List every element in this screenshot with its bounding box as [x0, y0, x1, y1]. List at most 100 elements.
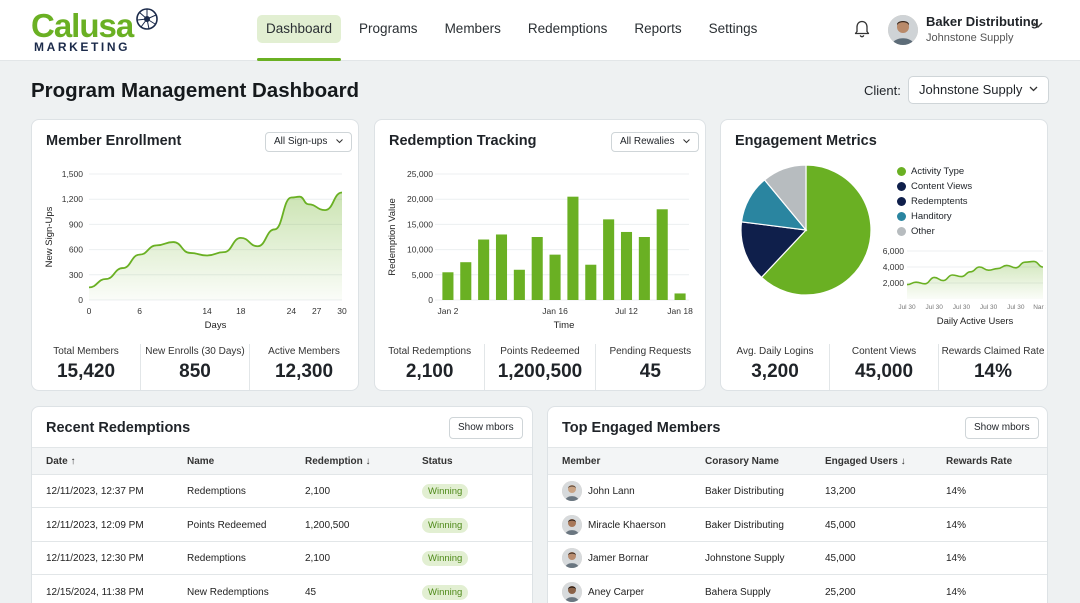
- legend-swatch: [897, 212, 906, 221]
- name-cell: Points Redeemed: [187, 519, 267, 531]
- column-header-date[interactable]: Date ↑: [46, 456, 76, 467]
- redemption-filter-dropdown[interactable]: All Rewalies: [611, 132, 700, 152]
- table-row[interactable]: 12/15/2024, 11:38 PM New Redemptions 45 Win…: [32, 576, 532, 603]
- y-tick-label: 300: [69, 270, 83, 280]
- table-row[interactable]: 12/11/2023, 12:30 PM Redemptions 2,100 Winn…: [32, 542, 532, 575]
- bar: [531, 237, 543, 300]
- nav-tab-programs[interactable]: Programs: [359, 21, 418, 36]
- page-title: Program Management Dashboard: [31, 79, 360, 102]
- stat-value: 14%: [973, 361, 1013, 382]
- legend-item: Other: [897, 224, 972, 239]
- show-more-button[interactable]: Show mbors: [449, 417, 523, 439]
- dropdown-value: All Rewalies: [620, 136, 675, 147]
- x-tick-label: 18: [236, 306, 246, 316]
- column-header-company-name[interactable]: Corasory Name: [705, 456, 779, 467]
- nav-tab-redemptions[interactable]: Redemptions: [527, 21, 608, 36]
- redemption-cell: 1,200,500: [305, 519, 350, 531]
- bar: [603, 219, 615, 300]
- user-menu[interactable]: Baker Distributing Johnstone Supply: [888, 14, 1058, 48]
- legend-label: Content Views: [911, 181, 973, 192]
- table-header: Date ↑ Name Redemption ↓ Status: [32, 447, 532, 475]
- stat-value: 3,200: [751, 361, 799, 382]
- series-line: [88, 191, 343, 289]
- redemption-stats: Total Redemptions 2,100 Points Redeemed 1,…: [375, 344, 705, 390]
- y-tick-label: 5,000: [412, 270, 434, 280]
- x-tick-label: Jul 30: [898, 304, 916, 311]
- table-header: Member Corasory Name Engaged Users ↓ Rew…: [548, 447, 1047, 475]
- nav-tab-members[interactable]: Members: [444, 21, 501, 36]
- engaged-users-cell: 45,000: [825, 519, 856, 531]
- legend-label: Handitory: [911, 211, 952, 222]
- y-tick-label: 15,000: [407, 219, 433, 229]
- bar: [567, 196, 579, 300]
- stat-value: 12,300: [274, 361, 334, 382]
- bar: [638, 237, 650, 300]
- nav-tab-reports[interactable]: Reports: [634, 21, 682, 36]
- table-row[interactable]: Aney Carper Bahera Supply 25,200 14%: [548, 576, 1047, 603]
- company-name-cell: Baker Distributing: [705, 519, 784, 531]
- redemption-bar-chart: 0 5,000 10,000 15,000 20,000 25,000 Jan 2 Jan 1…: [387, 169, 693, 331]
- y-tick-label: 20,000: [407, 194, 433, 204]
- enrollment-filter-dropdown[interactable]: All Sign-ups: [265, 132, 353, 152]
- stat-value: 2,100: [405, 361, 454, 382]
- legend-item: Handitory: [897, 209, 972, 224]
- stat-total-redemptions: Total Redemptions 2,100: [375, 344, 486, 390]
- engagement-stats: Avg. Daily Logins 3,200 Content Views 45,0…: [721, 344, 1047, 390]
- member-enrollment-card: Member Enrollment All Sign-ups 0 300 600 90…: [31, 119, 359, 391]
- chevron-down-icon: [336, 139, 344, 144]
- stat-value: 45,000: [854, 361, 914, 382]
- logo-word: Calusa: [31, 7, 134, 44]
- column-header-member[interactable]: Member: [562, 456, 601, 467]
- member-name-cell: Miracle Khaerson: [588, 519, 666, 531]
- nav-tab-dashboard[interactable]: Dashboard: [257, 15, 342, 61]
- legend-item: Redemptents: [897, 194, 972, 209]
- company-name-cell: Baker Distributing: [705, 486, 784, 497]
- x-tick-label: 30: [337, 306, 347, 316]
- x-axis-label: Days: [205, 320, 227, 331]
- calusa-logo[interactable]: Calusa MARKETING: [31, 8, 161, 54]
- top-navigation-bar: Calusa MARKETING Dashboard Programs Memb…: [0, 0, 1080, 61]
- y-tick-label: 6,000: [883, 246, 905, 256]
- legend-item: Content Views: [897, 179, 972, 194]
- pie-legend: Activity Type Content Views Redemptents …: [897, 164, 972, 239]
- enrollment-stats: Total Members 15,420 New Enrolls (30 Days…: [32, 344, 358, 390]
- legend-item: Activity Type: [897, 164, 972, 179]
- date-cell: 12/11/2023, 12:09 PM: [46, 519, 144, 531]
- card-title: Redemption Tracking: [389, 133, 537, 149]
- table-row[interactable]: John Lann Baker Distributing 13,200 14%: [548, 475, 1047, 508]
- legend-swatch: [897, 227, 906, 236]
- name-cell: Redemptions: [187, 486, 246, 497]
- series-line: [906, 260, 1044, 286]
- nav-tab-settings[interactable]: Settings: [708, 21, 758, 36]
- column-header-engaged-users[interactable]: Engaged Users ↓: [825, 456, 906, 467]
- x-tick-label: Jan 16: [542, 306, 568, 316]
- column-header-status[interactable]: Status: [422, 456, 453, 467]
- bell-icon[interactable]: [852, 19, 872, 39]
- column-header-redemption[interactable]: Redemption ↓: [305, 456, 371, 467]
- stat-label: Content Views: [851, 346, 917, 357]
- table-row[interactable]: Jamer Bornar Johnstone Supply 45,000 14%: [548, 542, 1047, 575]
- stat-label: Pending Requests: [609, 346, 692, 357]
- legend-swatch: [897, 182, 906, 191]
- table-row[interactable]: Miracle Khaerson Baker Distributing 45,000…: [548, 509, 1047, 542]
- show-more-button[interactable]: Show mbors: [965, 417, 1039, 439]
- x-tick-label: 24: [287, 306, 297, 316]
- y-tick-label: 600: [69, 245, 83, 255]
- chevron-down-icon: [1029, 86, 1038, 92]
- bar: [513, 269, 525, 300]
- client-select[interactable]: Johnstone Supply: [908, 76, 1049, 104]
- avatar: [562, 548, 582, 568]
- x-tick-label: Jul 30: [953, 304, 971, 311]
- enrollment-area-chart: 0 300 600 900 1,200 1,500 0 6 14 18 24 27 30 Days New …: [44, 169, 347, 331]
- column-header-name[interactable]: Name: [187, 456, 215, 467]
- stat-content-views: Content Views 45,000: [830, 344, 939, 390]
- stat-avg-daily-logins: Avg. Daily Logins 3,200: [721, 344, 830, 390]
- nautilus-shell-icon: [136, 8, 158, 30]
- bar: [620, 231, 633, 300]
- stat-value: 45: [639, 361, 661, 382]
- table-row[interactable]: 12/11/2023, 12:09 PM Points Redeemed 1,200…: [32, 509, 532, 542]
- client-label: Client:: [864, 83, 901, 98]
- table-row[interactable]: 12/11/2023, 12:37 PM Redemptions 2,100 Winn…: [32, 475, 532, 508]
- date-cell: 12/11/2023, 12:37 PM: [46, 486, 144, 497]
- column-header-rewards-rate[interactable]: Rewards Rate: [946, 456, 1013, 467]
